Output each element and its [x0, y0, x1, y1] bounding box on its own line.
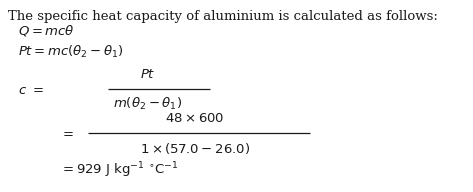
Text: $48 \times 600$: $48 \times 600$: [165, 112, 225, 124]
Text: $m(\theta_2 - \theta_1)$: $m(\theta_2 - \theta_1)$: [114, 96, 183, 112]
Text: $Q = mc\theta$: $Q = mc\theta$: [18, 22, 75, 37]
Text: $1 \times (57.0 - 26.0)$: $1 \times (57.0 - 26.0)$: [140, 141, 250, 156]
Text: $c\ =$: $c\ =$: [18, 84, 44, 97]
Text: $=$: $=$: [60, 127, 74, 140]
Text: $Pt$: $Pt$: [140, 68, 156, 80]
Text: $Pt = mc(\theta_2 - \theta_1)$: $Pt = mc(\theta_2 - \theta_1)$: [18, 44, 124, 60]
Text: $= 929\ \mathrm{J\ kg^{-1}\ {^{\circ}C^{-1}}}$: $= 929\ \mathrm{J\ kg^{-1}\ {^{\circ}C^{…: [60, 160, 178, 180]
Text: The specific heat capacity of aluminium is calculated as follows:: The specific heat capacity of aluminium …: [8, 10, 438, 23]
